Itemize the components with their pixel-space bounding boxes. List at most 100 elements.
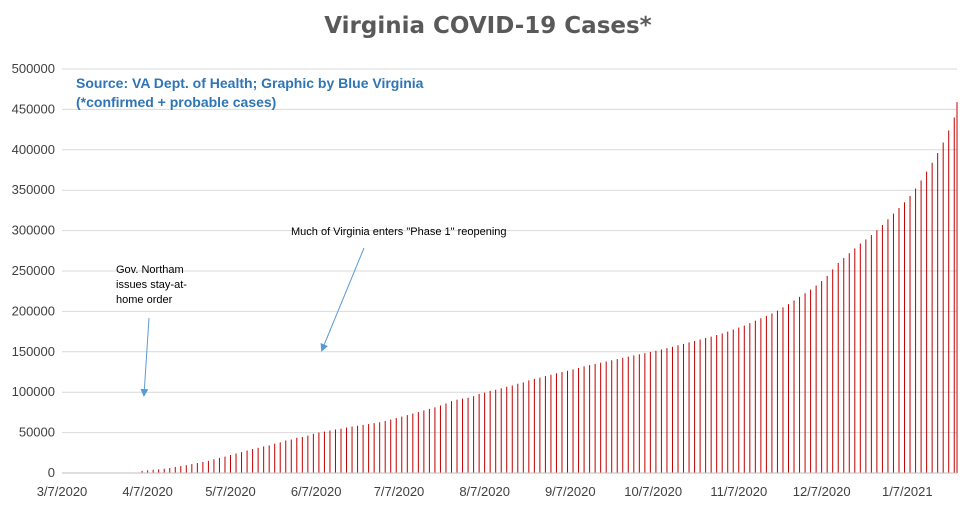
bar <box>600 362 602 473</box>
bar <box>340 428 342 473</box>
x-tick-label: 5/7/2020 <box>205 484 256 499</box>
bar <box>544 376 546 473</box>
bar <box>489 390 491 473</box>
x-tick-label: 3/7/2020 <box>37 484 88 499</box>
bar <box>434 407 436 473</box>
bar <box>605 361 607 473</box>
bar <box>268 445 270 473</box>
bar <box>721 333 723 473</box>
annotation-phase-1-text: Much of Virginia enters "Phase 1" reopen… <box>291 226 507 238</box>
bar <box>484 392 486 473</box>
bar <box>660 349 662 473</box>
x-tick-label: 4/7/2020 <box>122 484 173 499</box>
bar <box>854 248 856 473</box>
bar <box>578 367 580 473</box>
bar <box>904 202 906 473</box>
annotation-phase-1: Much of Virginia enters "Phase 1" reopen… <box>291 226 507 352</box>
annotation-stay-at-home: Gov. Northam issues stay-at- home order <box>116 264 187 397</box>
bar <box>683 343 685 473</box>
bar <box>218 457 220 473</box>
bar <box>892 213 894 473</box>
bar <box>821 281 823 473</box>
x-tick-label: 10/7/2020 <box>624 484 682 499</box>
bar <box>804 293 806 473</box>
bar <box>252 449 254 473</box>
bar <box>815 285 817 473</box>
y-tick-label: 400000 <box>12 142 55 157</box>
bar <box>826 275 828 473</box>
bar <box>915 188 917 474</box>
bar <box>517 383 519 473</box>
bar <box>837 262 839 473</box>
bar <box>771 313 773 473</box>
bar <box>158 469 160 473</box>
bar <box>677 345 679 473</box>
bar <box>174 466 176 473</box>
bar <box>384 420 386 473</box>
bar <box>738 327 740 473</box>
bar <box>329 430 331 473</box>
bar <box>423 410 425 473</box>
bar <box>627 356 629 473</box>
bar <box>191 464 193 473</box>
bar <box>937 153 939 474</box>
bar <box>956 102 958 474</box>
y-tick-label: 50000 <box>19 425 55 440</box>
bar <box>832 269 834 473</box>
bar <box>373 423 375 473</box>
bar <box>390 419 392 473</box>
bar <box>699 339 701 473</box>
y-tick-label: 200000 <box>12 303 55 318</box>
bar <box>500 388 502 473</box>
bar <box>561 372 563 473</box>
bar <box>346 427 348 473</box>
bar <box>876 230 878 473</box>
bar <box>754 320 756 473</box>
bar <box>655 350 657 473</box>
bar <box>152 469 154 473</box>
bar <box>467 397 469 473</box>
bar <box>594 363 596 473</box>
bar <box>727 331 729 473</box>
bar <box>732 329 734 473</box>
bar <box>572 369 574 473</box>
bar <box>931 162 933 473</box>
bar <box>202 462 204 473</box>
bar-series <box>141 102 958 474</box>
x-axis-tick-labels: 3/7/2020 4/7/2020 5/7/2020 6/7/2020 7/7/2020… <box>37 484 933 499</box>
bar <box>688 342 690 473</box>
bar <box>881 224 883 473</box>
annotation-stay-at-home-line-2: issues stay-at- <box>116 279 187 291</box>
bar <box>749 323 751 473</box>
x-tick-label: 8/7/2020 <box>459 484 510 499</box>
bar <box>351 426 353 473</box>
y-tick-label: 350000 <box>12 182 55 197</box>
bar <box>456 399 458 473</box>
bar <box>279 442 281 473</box>
bar <box>705 338 707 473</box>
bar <box>445 403 447 473</box>
bar <box>185 465 187 473</box>
bar <box>495 389 497 473</box>
gridlines <box>62 68 957 434</box>
bar <box>180 466 182 473</box>
bar <box>450 401 452 473</box>
annotation-stay-at-home-line-3: home order <box>116 294 173 306</box>
bar <box>909 195 911 473</box>
bar <box>301 436 303 473</box>
x-tick-label: 11/7/2020 <box>710 484 767 499</box>
annotation-phase-1-arrow <box>320 247 365 352</box>
bar <box>898 207 900 473</box>
bar <box>782 307 784 473</box>
bar <box>522 382 524 473</box>
chart-title: Virginia COVID-19 Cases* <box>324 13 651 39</box>
bar <box>213 459 215 473</box>
bar <box>528 380 530 473</box>
bar <box>539 377 541 473</box>
bar <box>843 258 845 473</box>
bar <box>649 351 651 473</box>
bar <box>196 463 198 473</box>
annotation-stay-at-home-line-1: Gov. Northam <box>116 264 184 276</box>
annotation-stay-at-home-arrow <box>140 317 150 397</box>
